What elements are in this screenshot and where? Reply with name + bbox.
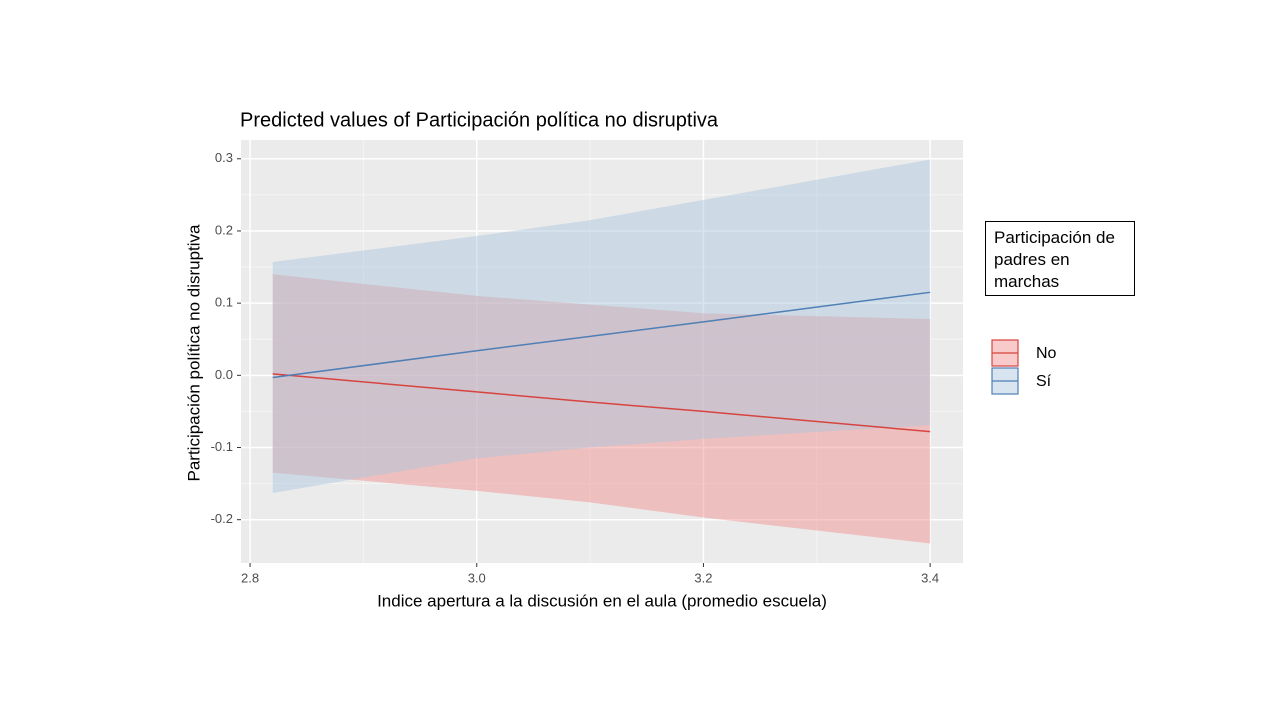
- legend-label: Sí: [1036, 373, 1052, 390]
- y-tick-label: -0.2: [211, 511, 233, 526]
- x-axis-label: Indice apertura a la discusión en el aul…: [377, 591, 827, 610]
- x-tick-label: 2.8: [241, 570, 259, 585]
- confidence-band: [272, 274, 931, 544]
- y-tick-label: 0.2: [215, 222, 233, 237]
- y-tick-label: 0.1: [215, 295, 233, 310]
- confidence-band: [272, 159, 931, 493]
- legend-title: Participación de padres en marchas: [985, 221, 1135, 296]
- y-axis-label: Participación política no disruptiva: [184, 224, 203, 482]
- x-tick-label: 3.4: [921, 570, 939, 585]
- series-line: [272, 373, 931, 433]
- x-tick-label: 3.2: [694, 570, 712, 585]
- legend-label: No: [1036, 345, 1057, 362]
- y-tick-label: 0.0: [215, 367, 233, 382]
- y-tick-label: 0.3: [215, 150, 233, 165]
- plot-panel: [241, 140, 963, 563]
- x-tick-label: 3.0: [468, 570, 486, 585]
- chart-title: Predicted values of Participación políti…: [240, 109, 719, 131]
- series-line: [272, 291, 931, 379]
- y-tick-label: -0.1: [211, 439, 233, 454]
